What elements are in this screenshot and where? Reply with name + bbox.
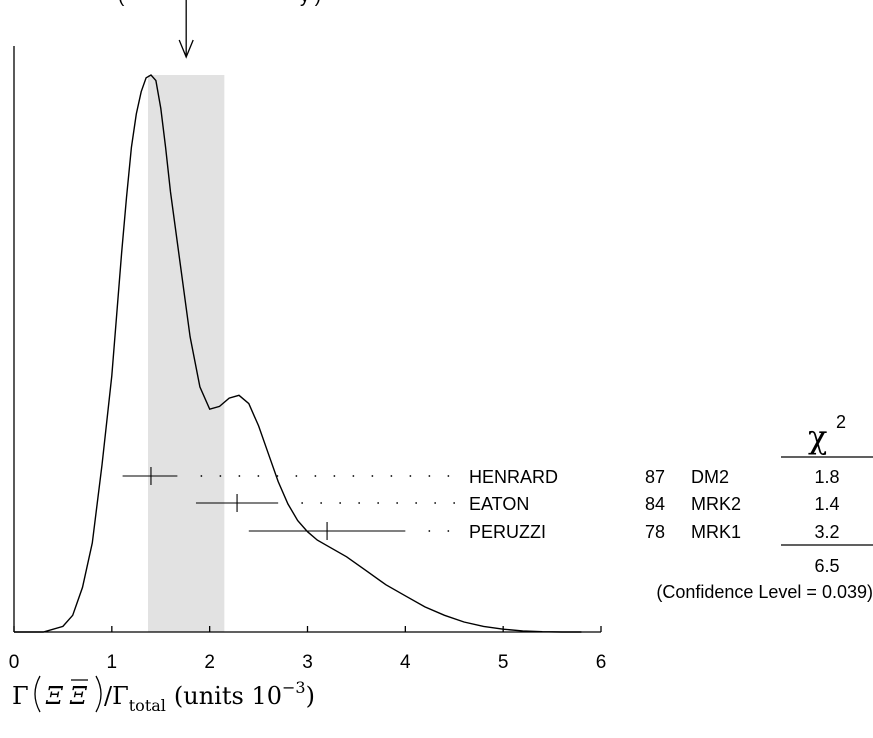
xlabel-xibar: Ξ — [69, 682, 88, 710]
measurement-year: 87 — [645, 467, 665, 487]
measurement-row: PERUZZI 78 MRK1 3.2 — [248, 522, 840, 542]
measurement-year: 78 — [645, 522, 665, 542]
svg-text:Γ: Γ — [12, 682, 29, 710]
measurement-chi2: 1.4 — [814, 494, 839, 514]
measurement-name: EATON — [469, 494, 529, 514]
x-tick-label: 1 — [107, 652, 118, 673]
xlabel-right-paren — [95, 675, 102, 713]
xlabel-sub: total — [129, 696, 166, 715]
measurement-code: MRK2 — [691, 494, 741, 514]
svg-text:/Γtotal(units 10−3): /Γtotal (units 10−3) — [104, 678, 315, 715]
x-ticks: 0 1 2 3 4 5 6 — [9, 626, 607, 673]
confidence-level: (Confidence Level = 0.039) — [656, 582, 873, 602]
measurement-chi2: 3.2 — [814, 522, 839, 542]
x-tick-label: 6 — [596, 652, 607, 673]
x-tick-label: 3 — [302, 652, 313, 673]
measurement-row: EATON 84 MRK2 1.4 — [195, 494, 840, 514]
svg-text:Ξ: Ξ — [45, 682, 64, 710]
measurement-code: MRK1 — [691, 522, 741, 542]
xlabel-gamma: Γ — [12, 682, 29, 710]
average-error-band — [148, 75, 225, 632]
chi2-power: 2 — [836, 412, 846, 432]
x-tick-label: 2 — [204, 652, 215, 673]
xlabel-xi: Ξ — [45, 682, 64, 710]
measurements: HENRARD 87 DM2 1.8 EATON 84 MRK2 1.4 PERUZZI 78 MR… — [122, 467, 840, 542]
xlabel-exp: −3 — [282, 678, 306, 697]
x-tick-label: 5 — [498, 652, 509, 673]
measurement-name: HENRARD — [469, 467, 558, 487]
xlabel-ratio: /Γ — [104, 682, 129, 710]
measurement-year: 84 — [645, 494, 665, 514]
svg-text:Ξ: Ξ — [69, 682, 88, 710]
ideogram-curve — [14, 74, 582, 633]
chi2-total: 6.5 — [814, 556, 839, 576]
measurement-chi2: 1.8 — [814, 467, 839, 487]
title-fragment-left: ( — [118, 0, 125, 7]
measurement-leader-dots — [428, 530, 450, 532]
xlabel-units: (units 10 — [174, 682, 282, 710]
measurement-code: DM2 — [691, 467, 729, 487]
measurement-row: HENRARD 87 DM2 1.8 — [122, 467, 840, 487]
average-arrow-head — [178, 39, 194, 59]
measurement-leader-dots — [200, 475, 450, 477]
measurement-name: PERUZZI — [469, 522, 546, 542]
title-fragment-right: y ) — [300, 0, 321, 7]
measurement-leader-dots — [301, 502, 456, 504]
x-axis-label: Γ Ξ Ξ /Γtotal (units 10−3) — [12, 675, 315, 715]
x-tick-label: 4 — [400, 652, 411, 673]
chi2-header: χ — [808, 418, 827, 456]
xlabel-close: ) — [306, 682, 315, 710]
x-tick-label: 0 — [9, 652, 20, 673]
xlabel-left-paren — [34, 675, 41, 713]
